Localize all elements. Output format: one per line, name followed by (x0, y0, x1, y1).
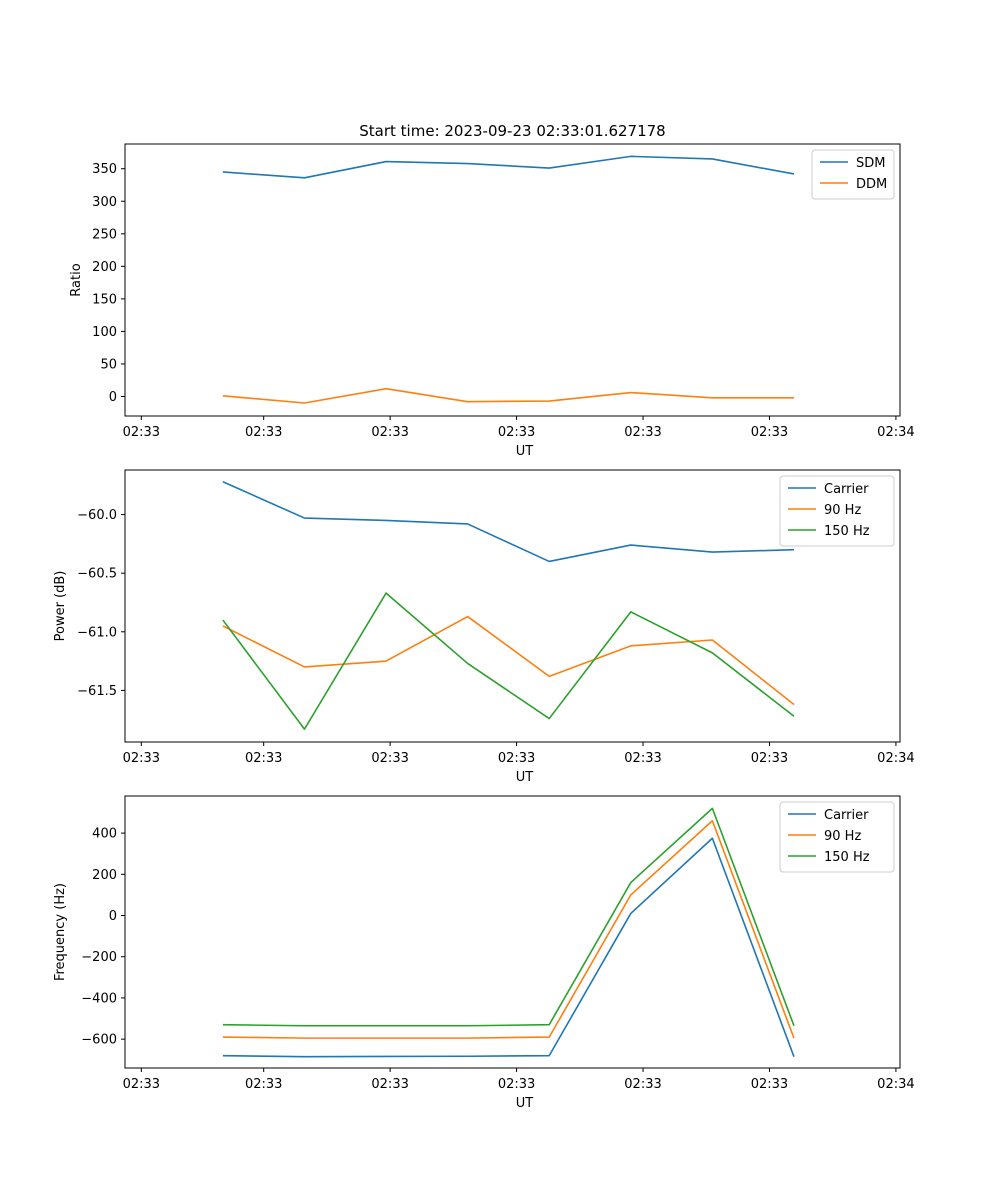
axes-frame (124, 143, 901, 417)
series-line-150-hz (222, 807, 795, 1027)
y-axis-label: Ratio (69, 263, 84, 296)
legend-label: Carrier (824, 808, 869, 823)
series-line-150-hz (222, 592, 795, 730)
legend-box (779, 475, 895, 547)
x-tick-label: 02:33 (245, 1077, 282, 1092)
y-tick-label: −60.5 (77, 567, 117, 582)
x-axis-label: UT (516, 770, 534, 785)
y-tick-label: 300 (92, 195, 117, 210)
y-tick-label: 50 (100, 357, 117, 372)
series-line-90-hz (222, 819, 795, 1039)
x-tick-label: 02:34 (877, 751, 914, 766)
series-line-carrier (222, 480, 794, 563)
y-tick-label: 200 (92, 260, 117, 275)
y-tick-label: 400 (92, 827, 117, 842)
y-tick-label: 200 (92, 868, 117, 883)
y-tick-label: 250 (92, 227, 117, 242)
x-tick-label: 02:33 (245, 425, 282, 440)
x-tick-label: 02:33 (371, 751, 408, 766)
x-tick-label: 02:33 (371, 1077, 408, 1092)
x-tick-label: 02:33 (751, 425, 788, 440)
x-tick-label: 02:33 (751, 751, 788, 766)
x-tick-label: 02:33 (123, 1077, 160, 1092)
legend-box (779, 801, 895, 873)
x-tick-label: 02:33 (123, 751, 160, 766)
x-tick-label: 02:33 (624, 425, 661, 440)
y-axis-label: Frequency (Hz) (53, 883, 68, 981)
subplot-1: Start time: 2023-09-23 02:33:01.62717802… (69, 122, 915, 459)
axes-frame (124, 469, 901, 743)
series-line-ddm (222, 387, 794, 404)
legend-label: 150 Hz (824, 850, 870, 865)
x-tick-label: 02:33 (498, 751, 535, 766)
y-tick-label: 350 (92, 162, 117, 177)
y-tick-label: −60.0 (77, 508, 117, 523)
y-tick-label: −61.0 (77, 625, 117, 640)
y-tick-label: −200 (81, 950, 117, 965)
x-axis-label: UT (516, 444, 534, 459)
legend-label: DDM (856, 177, 887, 192)
legend-label: 90 Hz (824, 503, 861, 518)
subplot-2: 02:33 02:33 02:33 02:33 02:33 02:33 02:34 −60.0… (53, 469, 915, 785)
x-tick-label: 02:34 (877, 425, 914, 440)
legend: Carrier 90 Hz 150 Hz (779, 801, 895, 873)
x-tick-label: 02:34 (877, 1077, 914, 1092)
axes-frame (124, 795, 901, 1069)
series-line-carrier (222, 837, 795, 1058)
y-tick-label: 150 (92, 292, 117, 307)
x-tick-label: 02:33 (123, 425, 160, 440)
legend: SDM DDM (811, 149, 895, 200)
x-tick-label: 02:33 (498, 1077, 535, 1092)
legend-label: SDM (856, 156, 885, 171)
y-tick-label: 100 (92, 325, 117, 340)
legend-label: Carrier (824, 482, 869, 497)
chart-title: Start time: 2023-09-23 02:33:01.627178 (359, 122, 665, 140)
y-axis-label: Power (dB) (53, 571, 68, 642)
x-tick-label: 02:33 (624, 1077, 661, 1092)
y-tick-label: −400 (81, 991, 117, 1006)
y-tick-label: −61.5 (77, 684, 117, 699)
legend-label: 90 Hz (824, 829, 861, 844)
x-tick-label: 02:33 (751, 1077, 788, 1092)
subplot-3: 02:33 02:33 02:33 02:33 02:33 02:33 02:34 400 20… (53, 795, 915, 1111)
series-line-90-hz (222, 615, 795, 706)
x-tick-label: 02:33 (371, 425, 408, 440)
x-tick-label: 02:33 (624, 751, 661, 766)
legend-label: 150 Hz (824, 524, 870, 539)
x-axis-label: UT (516, 1096, 534, 1111)
x-tick-label: 02:33 (498, 425, 535, 440)
x-tick-label: 02:33 (245, 751, 282, 766)
legend: Carrier 90 Hz 150 Hz (779, 475, 895, 547)
y-tick-label: −600 (81, 1033, 117, 1048)
y-tick-label: 0 (109, 909, 117, 924)
y-tick-label: 0 (109, 390, 117, 405)
series-line-sdm (222, 155, 795, 179)
